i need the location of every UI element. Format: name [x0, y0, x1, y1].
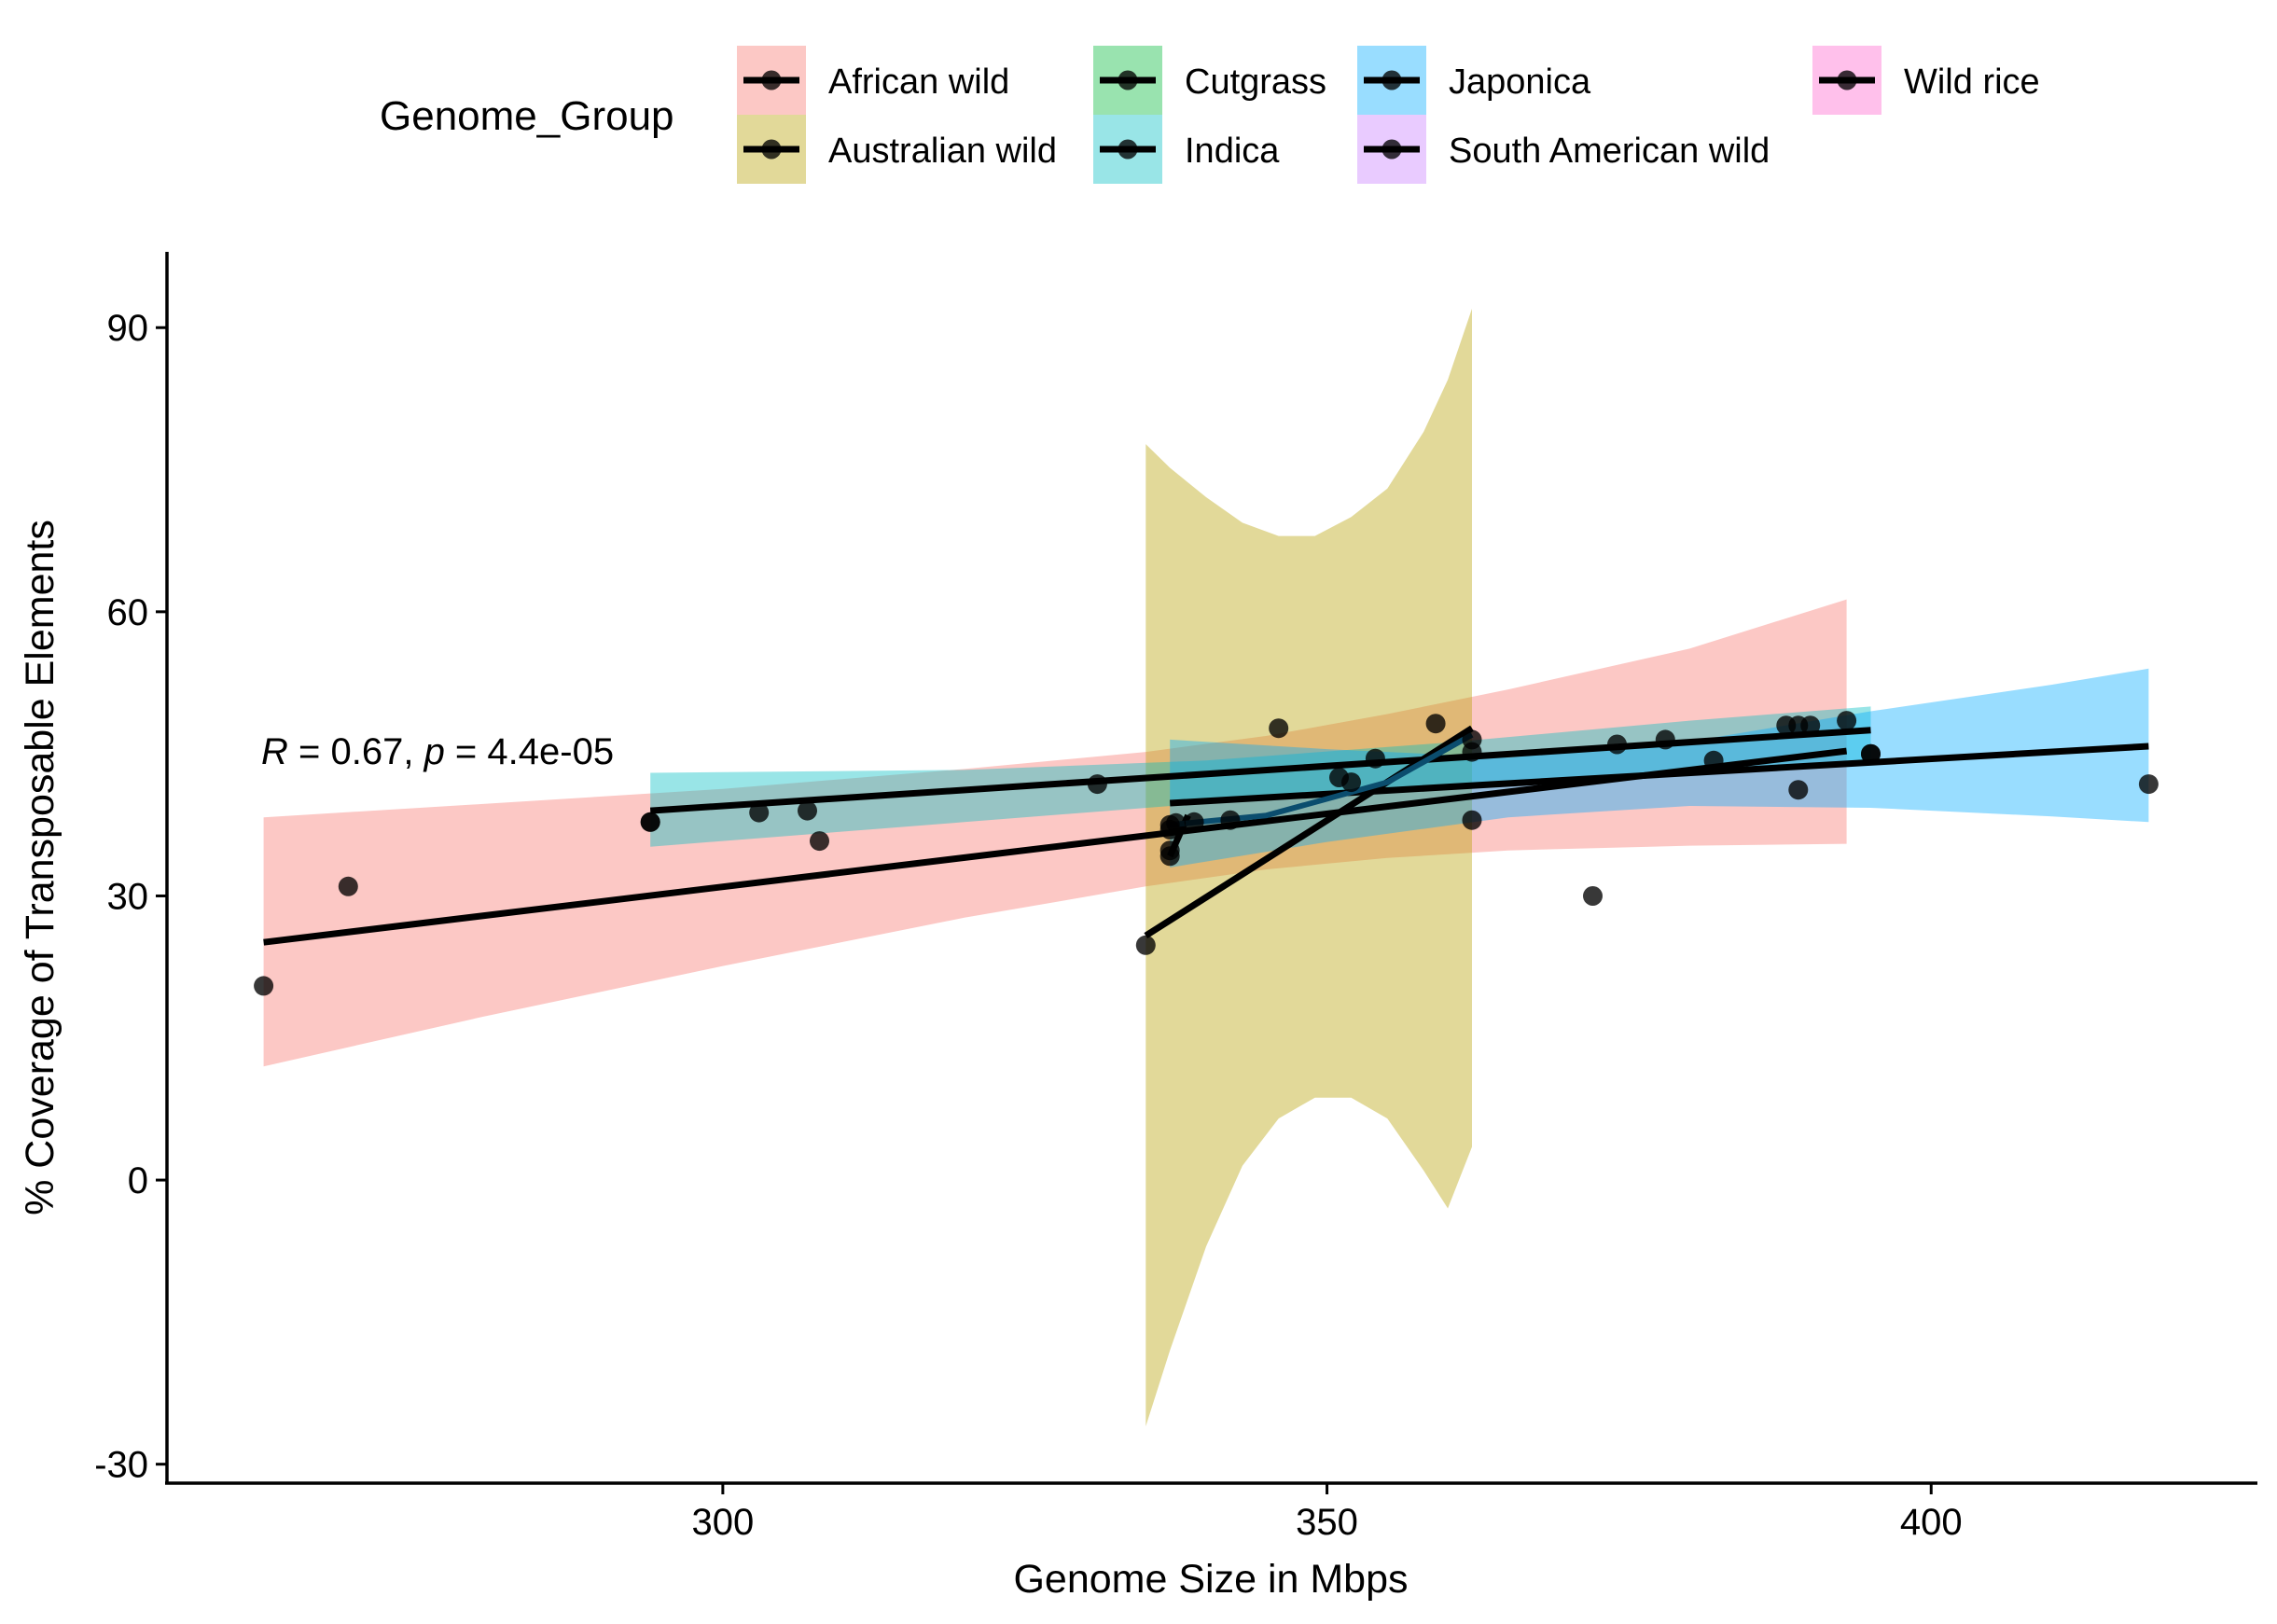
- data-points: [254, 711, 2159, 996]
- fit-line-group: [1169, 732, 1474, 828]
- point-indica: [1703, 750, 1724, 770]
- point-australian-wild: [1135, 935, 1156, 955]
- legend-label-african-wild: African wild: [828, 62, 1009, 102]
- point-african-wild: [1184, 812, 1204, 832]
- point-japonica: [1462, 810, 1482, 830]
- band-australian-wild: [1145, 308, 1472, 1427]
- legend-item-cutgrass: Cutgrass: [1093, 46, 1326, 115]
- point-indica: [1800, 715, 1821, 736]
- band-indica: [650, 706, 1871, 847]
- point-african-wild: [254, 976, 274, 996]
- legend-point-african-wild: [761, 70, 782, 90]
- confidence-bands: [263, 308, 2149, 1427]
- p-value: = 4.4e-05: [445, 731, 614, 772]
- point-african-wild: [338, 876, 358, 896]
- y-tick-label: -30: [94, 1445, 148, 1486]
- point-african-wild: [1269, 718, 1289, 739]
- point-indica: [1365, 748, 1385, 769]
- x-tick-label: 350: [1296, 1502, 1358, 1543]
- correlation-annotation: R = 0.67, p = 4.4e-05: [261, 731, 614, 772]
- point-cutgrass: [1159, 840, 1180, 861]
- point-japonica: [1861, 743, 1881, 764]
- point-australian-wild: [1462, 742, 1482, 762]
- point-indica: [1087, 774, 1107, 795]
- legend-point-australian-wild: [761, 139, 782, 160]
- r-label: R: [261, 731, 288, 772]
- point-indica: [640, 812, 660, 832]
- legend-item-wild-rice: Wild rice: [1812, 46, 2040, 115]
- x-tick-label: 400: [1900, 1502, 1963, 1543]
- y-tick-label: 90: [107, 308, 149, 349]
- point-indica: [1607, 734, 1627, 755]
- point-japonica: [1788, 780, 1809, 800]
- y-axis-label: % Coverage of Transposable Elements: [18, 520, 62, 1215]
- point-african-wild: [810, 831, 829, 852]
- legend-label-cutgrass: Cutgrass: [1185, 62, 1326, 102]
- point-japonica: [2138, 774, 2159, 795]
- legend-item-australian-wild: Australian wild: [737, 115, 1057, 184]
- x-axis-label: Genome Size in Mbps: [1013, 1557, 1408, 1602]
- legend-label-indica: Indica: [1185, 132, 1280, 171]
- fit-line-african-wild: [263, 747, 1848, 946]
- y-ticks: -30 0 30 60 90: [94, 308, 167, 1486]
- r-value: = 0.67,: [288, 731, 424, 772]
- band-japonica: [1170, 668, 2149, 868]
- axes: -30 0 30 60 90 300 350 400: [94, 252, 2257, 1543]
- band-african-wild: [263, 599, 1847, 1067]
- legend-label-wild-rice: Wild rice: [1904, 62, 2040, 102]
- legend-label-south-american-wild: South American wild: [1449, 132, 1770, 171]
- point-african-wild: [1583, 886, 1603, 906]
- point-indica: [1655, 729, 1675, 750]
- point-indica: [1341, 772, 1361, 793]
- x-ticks: 300 350 400: [691, 1483, 1963, 1543]
- point-african-wild: [1220, 810, 1241, 830]
- legend-item-japonica: Japonica: [1357, 46, 1591, 115]
- legend-point-wild-rice: [1837, 70, 1857, 90]
- point-japonica: [1159, 819, 1180, 840]
- y-tick-label: 0: [128, 1160, 148, 1201]
- point-indica: [1837, 711, 1857, 731]
- legend-item-african-wild: African wild: [737, 46, 1009, 115]
- legend-label-japonica: Japonica: [1449, 62, 1591, 102]
- legend-point-indica: [1118, 139, 1138, 160]
- legend-title: Genome_Group: [380, 93, 674, 139]
- legend-label-australian-wild: Australian wild: [828, 132, 1057, 171]
- legend-item-south-american-wild: South American wild: [1357, 115, 1770, 184]
- legend-point-cutgrass: [1118, 70, 1138, 90]
- point-indica: [749, 802, 770, 823]
- legend: Genome_Group African wild Australian wild…: [380, 46, 2040, 184]
- x-tick-label: 300: [691, 1502, 754, 1543]
- fit-line-japonica: [1169, 743, 2149, 807]
- point-african-wild: [1425, 714, 1446, 734]
- legend-item-indica: Indica: [1093, 115, 1280, 184]
- p-label: p: [423, 731, 445, 772]
- y-tick-label: 30: [107, 876, 149, 917]
- legend-point-japonica: [1381, 70, 1402, 90]
- legend-point-south-american-wild: [1381, 139, 1402, 160]
- point-indica: [798, 800, 817, 821]
- y-tick-label: 60: [107, 592, 149, 633]
